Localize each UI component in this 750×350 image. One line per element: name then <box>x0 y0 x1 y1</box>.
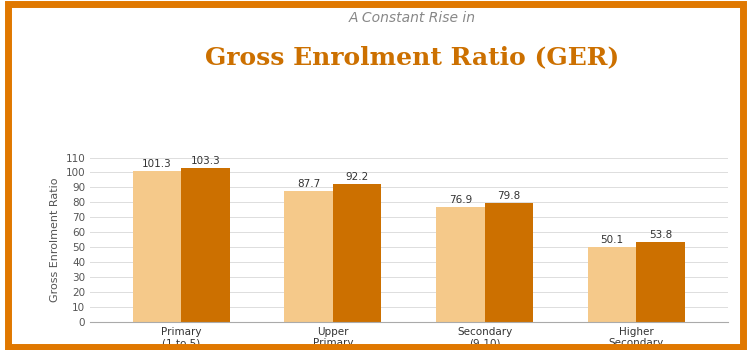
Bar <box>181 168 230 322</box>
Text: 101.3: 101.3 <box>142 159 172 169</box>
Text: 103.3: 103.3 <box>190 156 220 166</box>
Bar <box>133 170 181 322</box>
Text: 50.1: 50.1 <box>601 235 624 245</box>
Bar <box>484 203 533 322</box>
Bar <box>333 184 382 322</box>
Text: 87.7: 87.7 <box>297 179 320 189</box>
Text: 79.8: 79.8 <box>497 191 520 201</box>
Text: 76.9: 76.9 <box>448 195 472 205</box>
Y-axis label: Gross Enrolment Ratio: Gross Enrolment Ratio <box>50 177 60 302</box>
Text: Gross Enrolment Ratio (GER): Gross Enrolment Ratio (GER) <box>206 46 620 70</box>
Bar <box>588 247 637 322</box>
Text: 92.2: 92.2 <box>346 172 369 182</box>
Text: A Constant Rise in: A Constant Rise in <box>349 10 476 25</box>
Text: 53.8: 53.8 <box>649 230 672 240</box>
Bar <box>436 207 484 322</box>
Bar <box>637 241 685 322</box>
Bar <box>284 191 333 322</box>
